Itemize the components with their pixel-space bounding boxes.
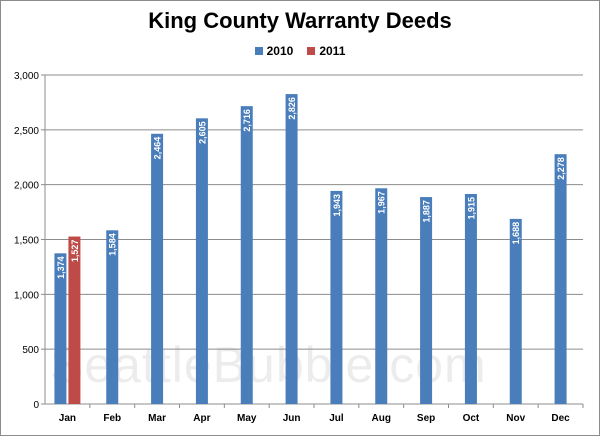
y-tick-label: 3,000 [14, 71, 39, 82]
x-tick-label: Mar [148, 413, 166, 424]
data-label-2010: 1,688 [511, 222, 521, 245]
x-tick-label: Jul [329, 413, 344, 424]
bar-2010 [330, 190, 343, 404]
data-label-2010: 1,374 [56, 256, 66, 279]
y-tick-label: 2,000 [14, 181, 39, 192]
legend-swatch-2010 [254, 47, 263, 55]
bar-2010 [285, 94, 298, 404]
y-tick-label: 0 [33, 400, 39, 411]
bar-2010 [554, 154, 567, 404]
data-label-2010: 2,464 [153, 137, 163, 160]
bar-2010 [509, 218, 522, 404]
bar-2010 [240, 106, 253, 405]
x-tick-label: May [237, 413, 257, 424]
bar-2010 [54, 253, 67, 404]
x-tick-label: Dec [551, 413, 570, 424]
data-label-2010: 1,584 [108, 233, 118, 256]
data-label-2010: 2,605 [197, 121, 207, 144]
data-label-2010: 1,967 [377, 191, 387, 214]
bar-2010 [151, 133, 164, 405]
x-tick-label: Oct [463, 413, 480, 424]
legend-item-2011: 2011 [307, 44, 345, 58]
bar-2010 [464, 193, 477, 404]
data-label-2011: 1,527 [70, 240, 80, 263]
y-tick-label: 1,500 [14, 236, 39, 247]
x-tick-label: Feb [103, 413, 121, 424]
legend: 2010 2011 [0, 44, 600, 58]
legend-label-2010: 2010 [266, 44, 294, 58]
y-tick-label: 500 [22, 345, 39, 356]
x-tick-label: Aug [372, 413, 391, 424]
chart-title: King County Warranty Deeds [148, 8, 452, 33]
data-label-2010: 1,915 [466, 197, 476, 220]
data-label-2010: 1,943 [332, 194, 342, 217]
bar-2010 [420, 197, 433, 404]
data-label-2010: 1,887 [422, 200, 432, 223]
legend-item-2010: 2010 [254, 44, 294, 58]
bar-2010 [195, 118, 208, 405]
x-tick-label: Jan [59, 413, 76, 424]
y-tick-label: 1,000 [14, 290, 39, 301]
bar-2011 [68, 236, 81, 404]
data-label-2010: 2,826 [287, 97, 297, 120]
y-tick-label: 2,500 [14, 126, 39, 137]
bar-2010 [375, 188, 388, 404]
legend-swatch-2011 [307, 47, 316, 55]
watermark: SeattleBubble.com [50, 337, 487, 393]
x-tick-label: Nov [506, 413, 525, 424]
legend-label-2011: 2011 [319, 44, 346, 58]
x-tick-label: Jun [283, 413, 301, 424]
x-tick-label: Sep [417, 413, 435, 424]
data-label-2010: 2,278 [556, 157, 566, 180]
x-tick-label: Apr [193, 413, 210, 424]
bar-2010 [106, 230, 119, 404]
data-label-2010: 2,716 [242, 109, 252, 132]
